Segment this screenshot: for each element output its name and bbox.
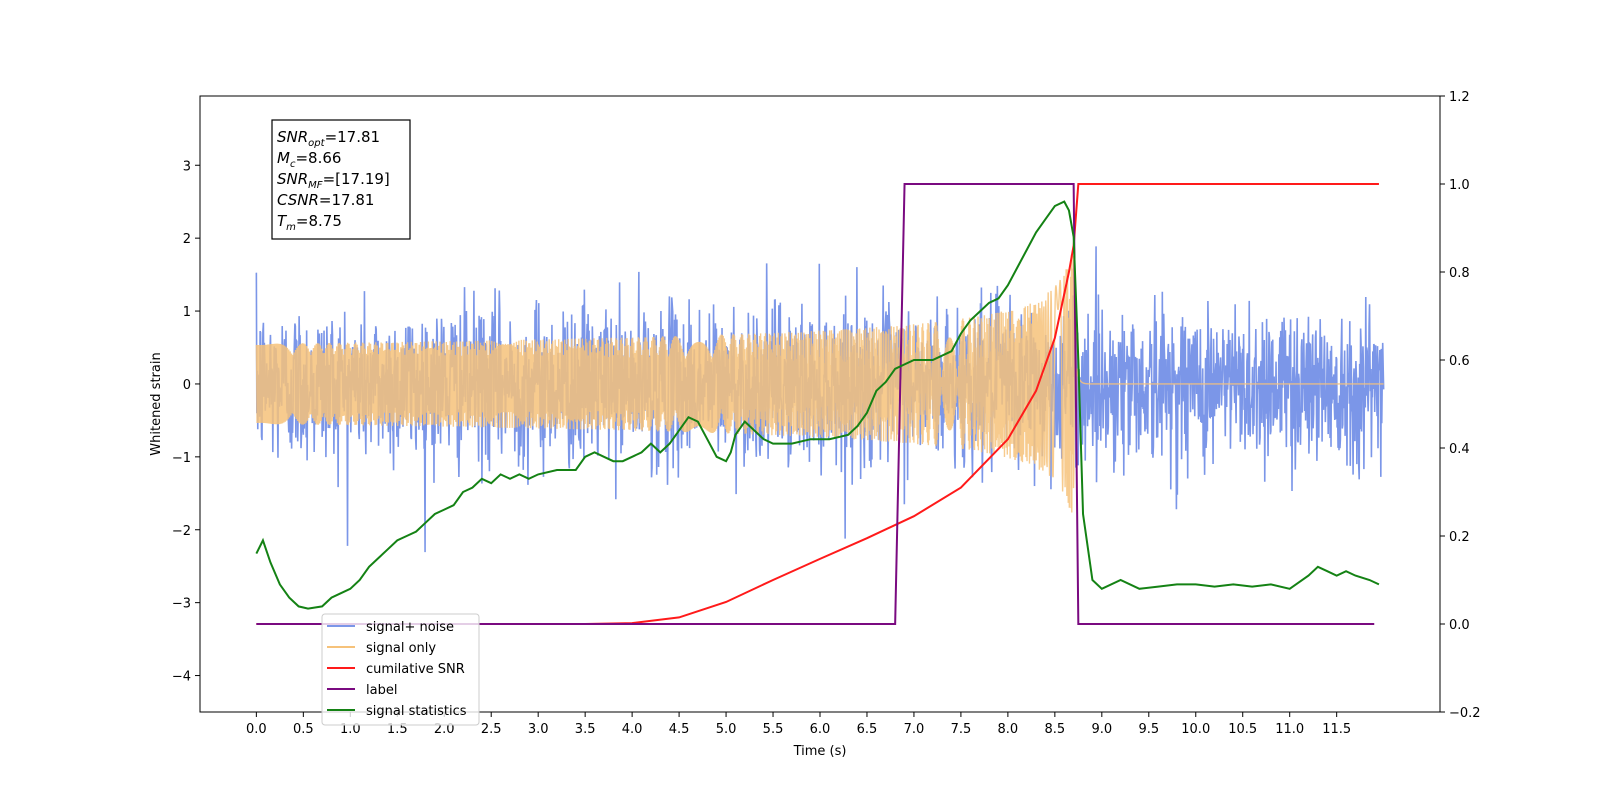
y-tick-label: 1: [183, 305, 191, 320]
y2-tick-label: 1.0: [1449, 178, 1470, 193]
x-tick-label: 8.5: [1045, 722, 1066, 737]
y-axis-left: 3 2 1 0 −1 −2 −3 −4: [172, 159, 200, 685]
legend-label: signal statistics: [366, 704, 467, 719]
legend-label: signal only: [366, 641, 436, 656]
y2-tick-label: 0.2: [1449, 530, 1470, 545]
annotation-line: SNRMF=[17.19]: [277, 170, 390, 191]
series-signal-only-line: [255, 254, 1384, 513]
x-tick-label: 10.5: [1228, 722, 1257, 737]
x-tick-label: 5.0: [716, 722, 737, 737]
x-tick-label: 2.0: [434, 722, 455, 737]
x-tick-label: 1.5: [387, 722, 408, 737]
y2-tick-label: 0.4: [1449, 442, 1470, 457]
series-signal-statistics-line: [255, 200, 1380, 610]
y-axis-label: Whitened strain: [149, 352, 164, 455]
annotation-line: CSNR=17.81: [277, 191, 374, 209]
y-tick-label: −2: [172, 524, 191, 539]
annotation-line: Tm=8.75: [277, 212, 342, 233]
x-tick-label: 3.5: [575, 722, 596, 737]
y-tick-label: −3: [172, 597, 191, 612]
y2-tick-label: −0.2: [1449, 706, 1481, 721]
legend-label: cumilative SNR: [366, 662, 465, 677]
x-axis: 0.0 0.5 1.0 1.5 2.0 2.5 3.0 3.5 4.0 4.5 5.0 5.5 6.0 6…: [246, 712, 1351, 737]
x-tick-label: 11.5: [1322, 722, 1351, 737]
x-tick-label: 9.5: [1138, 722, 1159, 737]
x-tick-label: 8.0: [998, 722, 1019, 737]
series-label-line: [256, 183, 1375, 625]
x-tick-label: 11.0: [1275, 722, 1304, 737]
legend: signal+ noise signal only cumilative SNR la…: [321, 613, 480, 726]
x-tick-label: 10.0: [1181, 722, 1210, 737]
y2-tick-label: 1.2: [1449, 90, 1470, 105]
y-tick-label: 3: [183, 159, 191, 174]
legend-frame: [321, 613, 480, 726]
x-tick-label: 4.0: [622, 722, 643, 737]
x-tick-label: 3.0: [528, 722, 549, 737]
series-cumilative-snr-line: [256, 183, 1379, 625]
x-tick-label: 6.0: [810, 722, 831, 737]
annotation-box: SNRopt=17.81Mc=8.66SNRMF=[17.19]CSNR=17.…: [271, 119, 411, 240]
y-axis-right: 1.2 1.0 0.8 0.6 0.4 0.2 0.0 −0.2: [1440, 90, 1481, 721]
y-tick-label: −4: [172, 670, 191, 685]
legend-label: label: [366, 683, 397, 698]
x-tick-label: 6.5: [857, 722, 878, 737]
x-tick-label: 0.5: [293, 722, 314, 737]
y2-tick-label: 0.8: [1449, 266, 1470, 281]
annotation-frame: [271, 119, 411, 240]
y-tick-label: 0: [183, 378, 191, 393]
x-axis-label: Time (s): [793, 744, 847, 759]
y2-tick-label: 0.0: [1449, 618, 1470, 633]
y-tick-label: −1: [172, 451, 191, 466]
x-tick-label: 9.0: [1091, 722, 1112, 737]
x-tick-label: 0.0: [246, 722, 267, 737]
series-layer: [255, 183, 1385, 625]
y-tick-label: 2: [183, 232, 191, 247]
y2-tick-label: 0.6: [1449, 354, 1470, 369]
x-tick-label: 4.5: [669, 722, 690, 737]
legend-label: signal+ noise: [366, 620, 454, 635]
x-tick-label: 2.5: [481, 722, 502, 737]
x-tick-label: 7.0: [904, 722, 925, 737]
annotation-line: Mc=8.66: [277, 149, 341, 170]
annotation-line: SNRopt=17.81: [277, 128, 380, 149]
x-tick-label: 7.5: [951, 722, 972, 737]
x-tick-label: 5.5: [763, 722, 784, 737]
x-tick-label: 1.0: [340, 722, 361, 737]
